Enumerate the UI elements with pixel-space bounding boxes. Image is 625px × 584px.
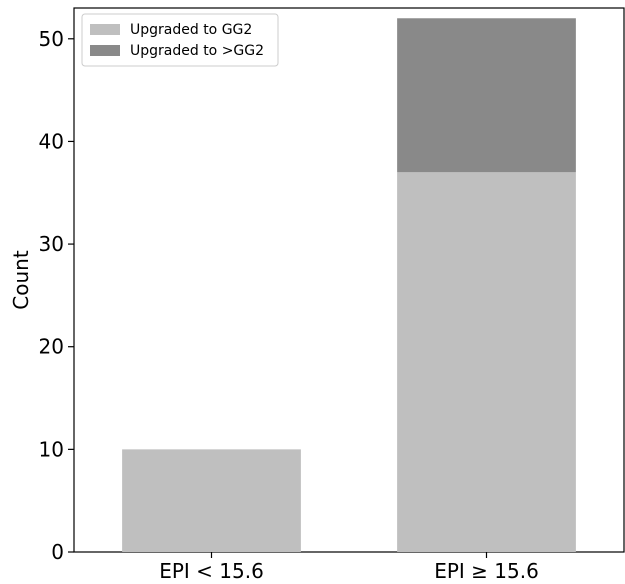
y-tick-label: 30 <box>39 232 64 256</box>
bar-segment-2-category-2 <box>397 18 576 173</box>
plot-area <box>73 7 625 553</box>
legend-label-1: Upgraded to GG2 <box>130 22 252 38</box>
bar-segment-1-category-1 <box>122 449 301 552</box>
legend-label-2: Upgraded to >GG2 <box>130 43 264 59</box>
y-tick-label: 20 <box>39 335 64 359</box>
x-axis: EPI < 15.6 EPI ≥ 15.6 <box>159 552 539 583</box>
plot-frame <box>73 7 625 553</box>
y-tick-label: 40 <box>39 129 64 153</box>
y-tick-label: 50 <box>39 27 64 51</box>
y-axis-label: Count <box>9 250 33 310</box>
legend-box <box>81 13 279 67</box>
legend: Upgraded to GG2 Upgraded to >GG2 <box>81 13 279 67</box>
bar-segment-1-category-2 <box>397 172 576 552</box>
x-category-label-1: EPI < 15.6 <box>159 559 264 583</box>
legend-swatch-1 <box>90 24 120 35</box>
x-category-label-2: EPI ≥ 15.6 <box>434 559 539 583</box>
y-axis: 0 10 20 30 40 50 <box>39 27 74 564</box>
bars <box>122 18 576 552</box>
y-tick-label: 0 <box>51 540 64 564</box>
y-tick-label: 10 <box>39 437 64 461</box>
legend-swatch-2 <box>90 45 120 56</box>
